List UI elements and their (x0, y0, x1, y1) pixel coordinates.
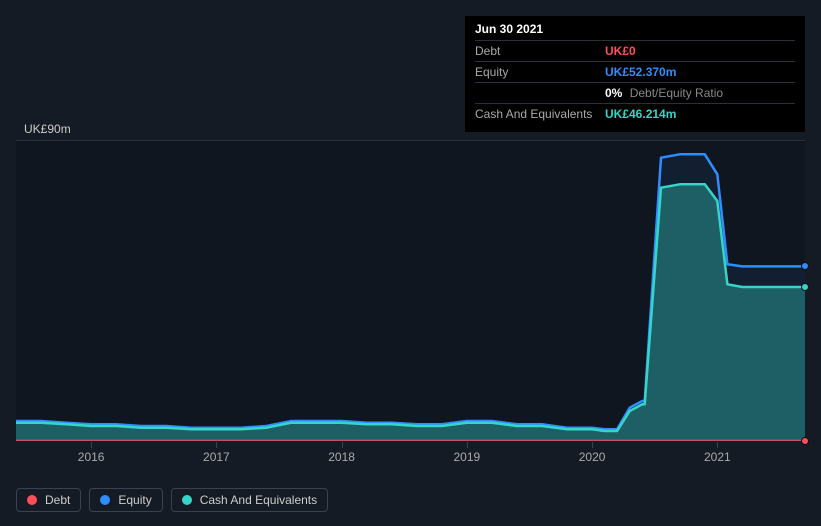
legend-swatch-cash (182, 495, 192, 505)
legend-item-equity[interactable]: Equity (89, 488, 162, 512)
tooltip-label-equity: Equity (475, 65, 605, 79)
legend-swatch-equity (100, 495, 110, 505)
xaxis-tick-label: 2021 (704, 450, 731, 464)
x-axis: 2016 2017 2018 2019 2020 2021 (16, 442, 805, 462)
chart-container: Jun 30 2021 Debt UK£0 Equity UK£52.370m … (0, 0, 821, 526)
tooltip-panel: Jun 30 2021 Debt UK£0 Equity UK£52.370m … (465, 16, 805, 132)
tooltip-label-ratio (475, 86, 605, 100)
xaxis-tick-label: 2020 (579, 450, 606, 464)
tooltip-row-ratio: 0% Debt/Equity Ratio (475, 82, 795, 103)
xaxis-tick-label: 2017 (203, 450, 230, 464)
end-marker-equity (801, 262, 809, 270)
yaxis-upper-label: UK£90m (24, 122, 71, 136)
tooltip-label-debt: Debt (475, 44, 605, 58)
xaxis-tick-label: 2018 (328, 450, 355, 464)
xaxis-tick-label: 2016 (78, 450, 105, 464)
legend-label-debt: Debt (45, 493, 70, 507)
tooltip-value-ratio: 0% (605, 86, 622, 100)
xaxis-tick-line (216, 442, 217, 448)
tooltip-value-debt: UK£0 (605, 44, 636, 58)
plot-svg (16, 141, 805, 441)
tooltip-row-cash: Cash And Equivalents UK£46.214m (475, 103, 795, 124)
xaxis-tick-line (467, 442, 468, 448)
xaxis-tick-line (342, 442, 343, 448)
tooltip-row-debt: Debt UK£0 (475, 40, 795, 61)
tooltip-row-equity: Equity UK£52.370m (475, 61, 795, 82)
end-marker-cash (801, 283, 809, 291)
legend-label-cash: Cash And Equivalents (200, 493, 317, 507)
xaxis-tick-label: 2019 (453, 450, 480, 464)
legend-item-debt[interactable]: Debt (16, 488, 81, 512)
plot-area[interactable] (16, 140, 805, 440)
tooltip-ratio-suffix: Debt/Equity Ratio (630, 86, 723, 100)
series-cash-area (16, 184, 805, 441)
legend-label-equity: Equity (118, 493, 151, 507)
xaxis-tick-line (717, 442, 718, 448)
legend-swatch-debt (27, 495, 37, 505)
tooltip-value-cash: UK£46.214m (605, 107, 676, 121)
legend: Debt Equity Cash And Equivalents (16, 488, 328, 512)
tooltip-label-cash: Cash And Equivalents (475, 107, 605, 121)
tooltip-date: Jun 30 2021 (475, 22, 795, 36)
tooltip-value-equity: UK£52.370m (605, 65, 676, 79)
xaxis-tick-line (592, 442, 593, 448)
xaxis-tick-line (91, 442, 92, 448)
legend-item-cash[interactable]: Cash And Equivalents (171, 488, 328, 512)
